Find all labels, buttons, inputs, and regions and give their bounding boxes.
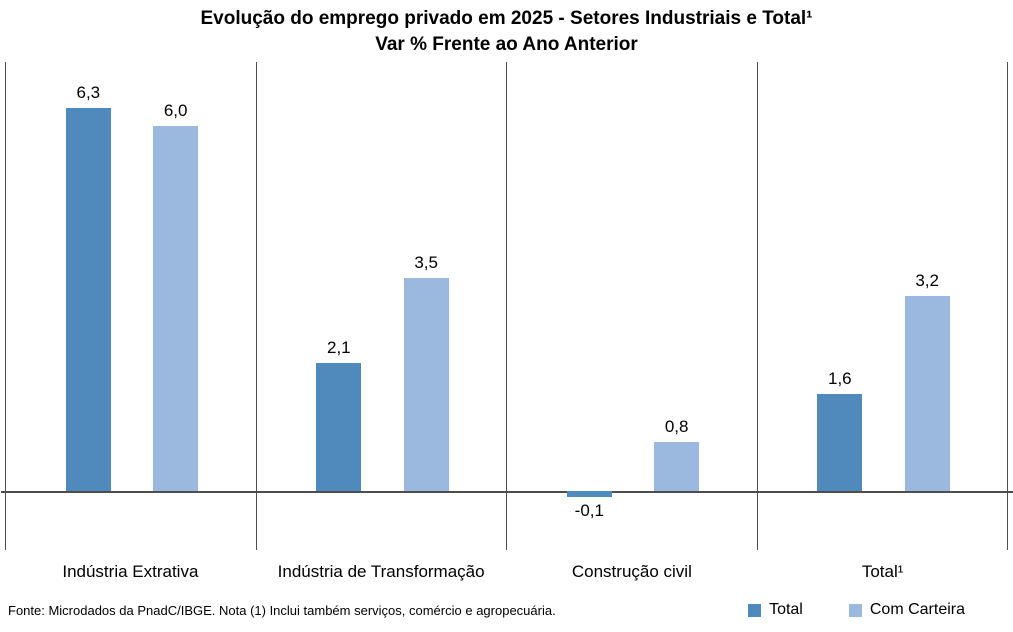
source-note: Fonte: Microdados da PnadC/IBGE. Nota (1…	[8, 602, 556, 618]
category-label: Construção civil	[571, 562, 692, 581]
legend-swatch-icon	[848, 603, 862, 617]
bar-value-label: 2,1	[327, 338, 351, 357]
legend-label: Com Carteira	[869, 601, 965, 618]
bar-total	[566, 491, 612, 497]
category-panel: -0,1 0,8	[507, 62, 758, 550]
title-block: Evolução do emprego privado em 2025 - Se…	[0, 0, 1013, 62]
category-panel: 1,6 3,2	[758, 62, 1008, 550]
bottom-row: Fonte: Microdados da PnadC/IBGE. Nota (1…	[0, 594, 1013, 632]
bar-value-label: 6,0	[163, 101, 188, 120]
legend-swatch-icon	[748, 603, 762, 617]
bar-total	[65, 108, 111, 491]
category-label: Total¹	[861, 562, 904, 581]
legend-item-com-carteira: Com Carteira	[848, 601, 965, 619]
bar-value-label: 3,2	[915, 271, 939, 290]
bar-value-label: -0,1	[574, 501, 604, 520]
chart-subtitle: Var % Frente ao Ano Anterior	[375, 34, 638, 55]
bar-total	[817, 394, 863, 491]
category-panel: 6,3 6,0	[6, 62, 257, 550]
legend-label: Total	[769, 601, 803, 618]
bar-value-label: 3,5	[414, 253, 438, 272]
bar-com-carteira	[904, 296, 950, 491]
legend-item-total: Total	[748, 601, 803, 619]
bar-total	[316, 363, 362, 491]
bar-com-carteira	[403, 278, 449, 491]
bar-com-carteira	[153, 126, 199, 491]
zero-axis-line	[1, 491, 1013, 493]
chart-title: Evolução do emprego privado em 2025 - Se…	[200, 8, 813, 29]
legend: Total Com Carteira	[748, 601, 965, 619]
bar-com-carteira	[654, 442, 700, 491]
bar-value-label: 1,6	[828, 369, 852, 388]
category-axis: Indústria Extrativa Indústria de Transfor…	[5, 550, 1008, 594]
bar-value-label: 6,3	[76, 83, 101, 102]
category-panel: 2,1 3,5	[257, 62, 507, 550]
category-label: Indústria Extrativa	[62, 562, 199, 581]
bar-value-label: 0,8	[664, 417, 689, 436]
category-label: Indústria de Transformação	[277, 562, 485, 581]
plot-area: 6,3 6,0 2,1 3,5 -0,1 0,8 1,6 3,2	[1, 62, 1013, 550]
